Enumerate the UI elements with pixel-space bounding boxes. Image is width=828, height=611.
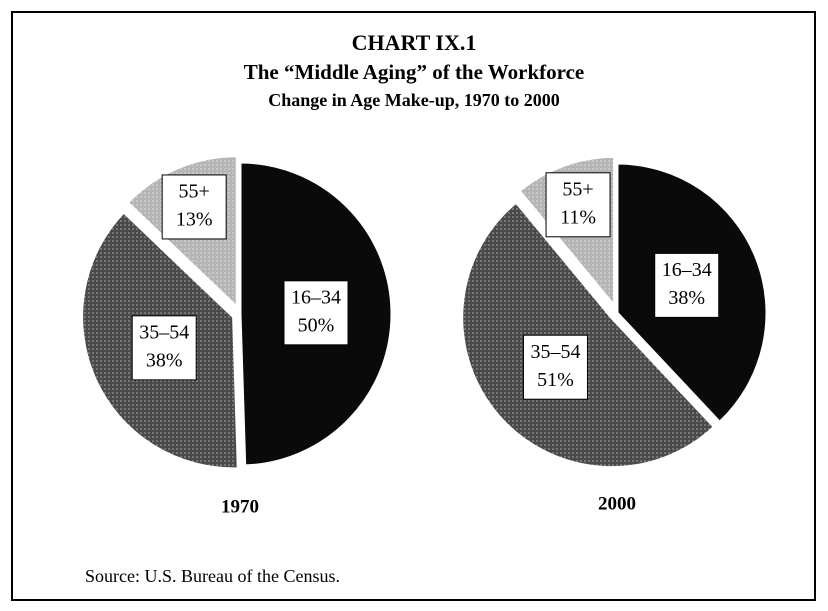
slice-label: 16–34 bbox=[662, 259, 712, 281]
chart-title: CHART IX.1 bbox=[352, 30, 477, 55]
value-label: 13% bbox=[176, 209, 213, 231]
label-box bbox=[654, 252, 720, 318]
slice-label: 55+ bbox=[562, 178, 593, 200]
value-label: 11% bbox=[560, 206, 596, 228]
label-box bbox=[131, 315, 197, 381]
label-box bbox=[161, 174, 227, 240]
label-box bbox=[522, 334, 588, 400]
frame bbox=[11, 11, 816, 601]
slice-label: 35–54 bbox=[530, 341, 580, 363]
pies: 16–34 50% 35–54 38% 55+ 13% 1970 16–34 38% 35–54 5… bbox=[80, 154, 769, 517]
chart-subtitle: The “Middle Aging” of the Workforce bbox=[244, 60, 584, 84]
slice-label: 35–54 bbox=[139, 321, 189, 343]
slice-texture bbox=[461, 202, 715, 468]
label-box bbox=[283, 280, 349, 346]
value-label: 50% bbox=[298, 314, 335, 336]
slice-label: 16–34 bbox=[291, 286, 341, 308]
pie-title: 1970 bbox=[221, 496, 259, 517]
pie-title: 2000 bbox=[598, 493, 636, 514]
slice-label: 55+ bbox=[179, 181, 210, 203]
value-label: 38% bbox=[668, 287, 705, 309]
value-label: 38% bbox=[146, 349, 183, 371]
source: Source: U.S. Bureau of the Census. bbox=[85, 566, 340, 586]
value-label: 51% bbox=[537, 369, 574, 391]
label-box bbox=[545, 172, 611, 238]
chart-subtitle: Change in Age Make-up, 1970 to 2000 bbox=[268, 90, 560, 110]
